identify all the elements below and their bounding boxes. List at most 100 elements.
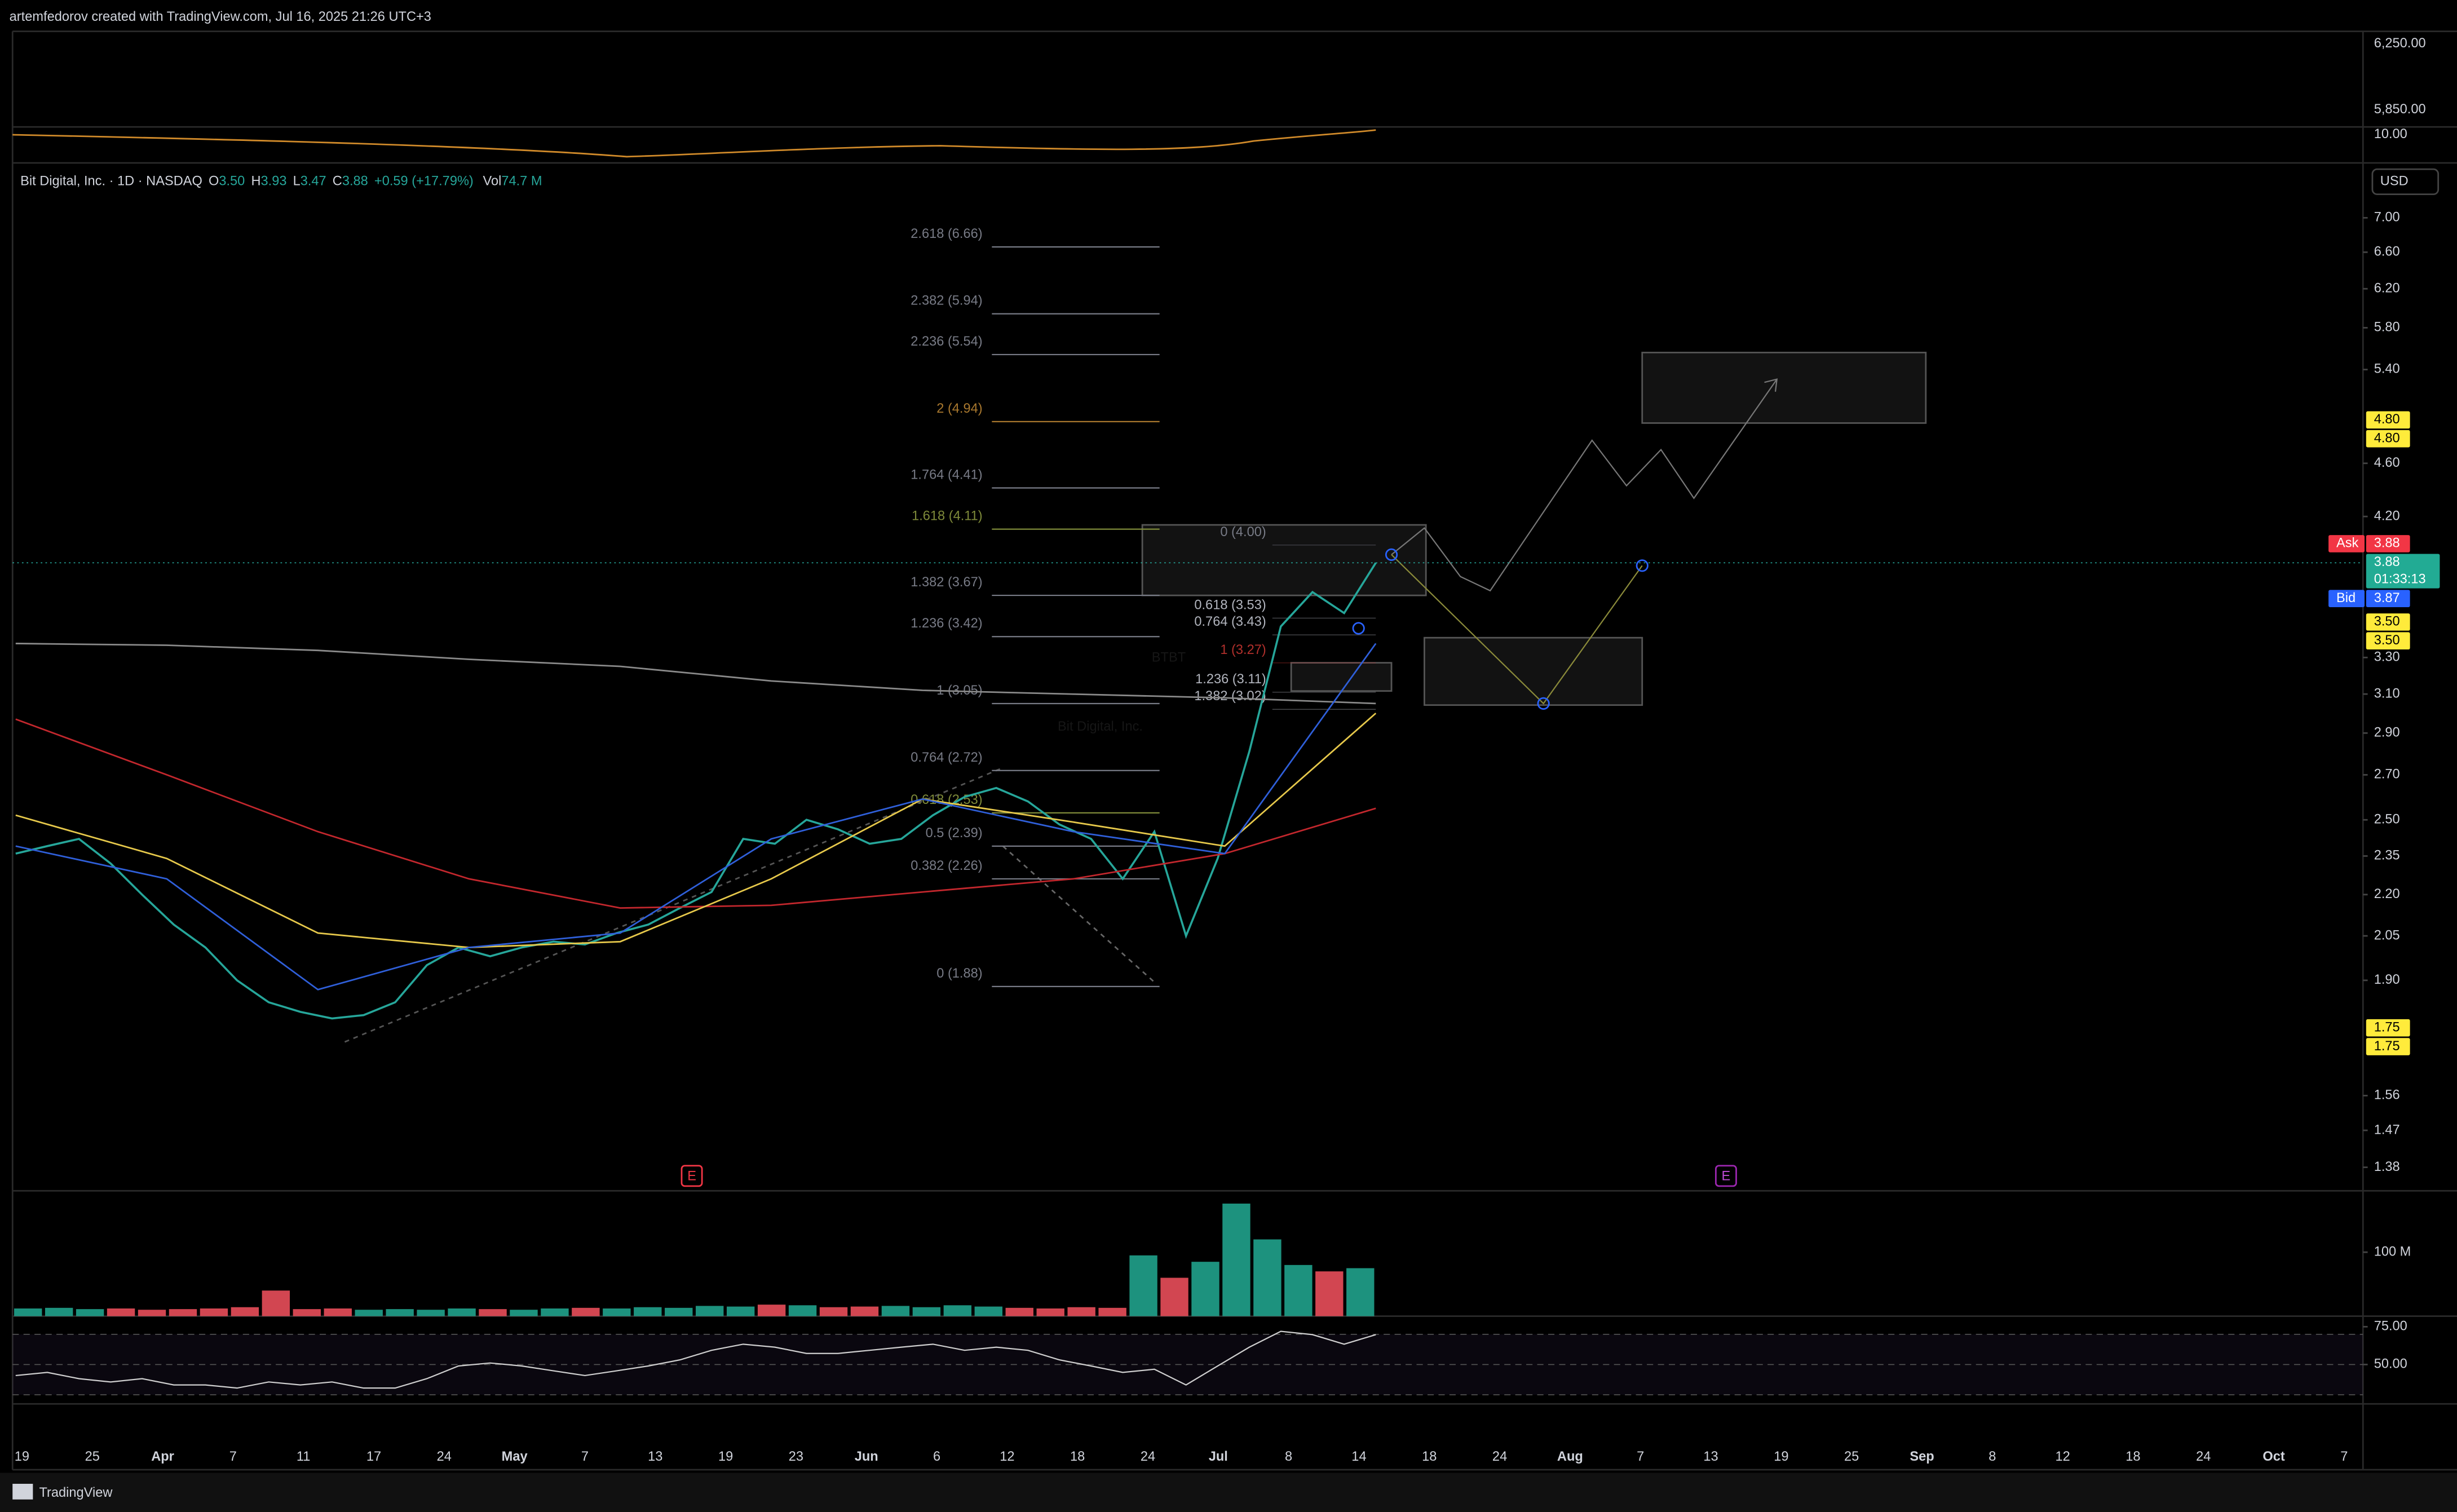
time-tick-label: 7: [2340, 1449, 2348, 1464]
fib-label: 0.764 (2.72): [911, 750, 982, 765]
earnings-label[interactable]: E: [1722, 1169, 1731, 1183]
time-tick-label: 25: [1844, 1449, 1859, 1464]
watermark-ticker: BTBT: [1152, 651, 1186, 665]
countdown: 01:33:13: [2374, 572, 2426, 587]
time-tick-label: 18: [2125, 1449, 2140, 1464]
price-tag-text: 3.50: [2374, 614, 2400, 629]
price-tag: [2366, 590, 2410, 607]
volume-tick-label: 100 M: [2374, 1244, 2411, 1259]
volume-bar: [1346, 1268, 1375, 1316]
price-tick-label: 2.05: [2374, 928, 2400, 943]
price-tick-label: 2.70: [2374, 767, 2400, 782]
time-tick-label: Jun: [855, 1449, 878, 1464]
volume-bar: [510, 1310, 538, 1316]
volume-bar: [1222, 1203, 1250, 1316]
price-tick-label: 2.50: [2374, 812, 2400, 826]
price-tick-label: 5.40: [2374, 362, 2400, 377]
volume-bar: [541, 1308, 569, 1316]
time-tick-label: 12: [2055, 1449, 2070, 1464]
time-tick-label: 13: [1703, 1449, 1718, 1464]
time-tick-label: 11: [297, 1449, 311, 1464]
currency-button[interactable]: [2371, 168, 2440, 196]
volume-bar: [665, 1307, 693, 1316]
fib-label: 2 (4.94): [936, 401, 982, 416]
fib-label: 0.382 (2.26): [911, 859, 982, 873]
price-tick-label: 6.60: [2374, 245, 2400, 259]
fib-label: 0.764 (3.43): [1194, 614, 1266, 629]
time-tick-label: 7: [581, 1449, 589, 1464]
earnings-marker[interactable]: [680, 1165, 703, 1187]
volume-bar: [231, 1307, 259, 1316]
volume-bar: [1067, 1307, 1095, 1316]
volume-bar: [262, 1290, 290, 1316]
time-tick-label: Aug: [1557, 1449, 1583, 1464]
trend-dash: [344, 767, 1004, 1043]
price-tick-label: 5.80: [2374, 320, 2400, 335]
change: +0.59 (+17.79%): [374, 174, 474, 189]
o: 3.50: [219, 174, 245, 189]
brand: TradingView: [39, 1486, 113, 1500]
time-tick-label: 24: [437, 1449, 452, 1464]
volume-bar: [417, 1310, 445, 1316]
price-tag-text: 3.87: [2374, 591, 2400, 605]
volume-bar: [974, 1306, 1003, 1316]
overlay-tick-label: 6,250.00: [2374, 36, 2426, 51]
price-tag-text: 3.88: [2374, 536, 2400, 551]
volume-bar: [603, 1308, 631, 1316]
fib-label: 1.382 (3.02): [1194, 689, 1266, 704]
fib-label: 2.382 (5.94): [911, 294, 982, 308]
earnings-marker[interactable]: [1714, 1165, 1737, 1187]
trend-dash: [1002, 845, 1157, 985]
volume-bar: [169, 1309, 197, 1316]
fib-label: 1 (3.27): [1220, 643, 1266, 657]
volume-bar: [726, 1306, 755, 1316]
footer-bar: [0, 1473, 2457, 1512]
currency[interactable]: USD: [2380, 174, 2409, 189]
legend: Bit Digital, Inc. · 1D · NASDAQ O3.50 H3.9…: [20, 174, 542, 189]
volume-bar: [200, 1308, 228, 1316]
volume-bar: [293, 1309, 321, 1316]
fib-label: 1.764 (4.41): [911, 468, 982, 483]
fib-label: 2.236 (5.54): [911, 334, 982, 349]
volume-bar: [1005, 1307, 1033, 1316]
time-tick-label: 19: [718, 1449, 733, 1464]
volume-bar: [45, 1307, 73, 1316]
volume-bar: [1160, 1277, 1188, 1316]
rsi-tick-label: 50.00: [2374, 1357, 2407, 1372]
time-tick-label: 25: [85, 1449, 100, 1464]
time-tick-label: 19: [1774, 1449, 1788, 1464]
time-tick-label: 24: [2196, 1449, 2211, 1464]
time-tick-label: 23: [789, 1449, 803, 1464]
price-tag: [2366, 430, 2410, 448]
volume-bar: [881, 1306, 910, 1316]
volume-bar: [696, 1306, 724, 1316]
volume-bar: [107, 1308, 135, 1316]
fib-label: 1.236 (3.11): [1195, 672, 1266, 687]
price-tag-label: Ask: [2336, 536, 2359, 551]
price-tick-label: 1.38: [2374, 1160, 2400, 1174]
volume-bar: [386, 1309, 414, 1316]
volume-bar: [850, 1306, 879, 1316]
price-tick-label: 2.35: [2374, 848, 2400, 863]
volume-bar: [355, 1310, 383, 1316]
vol: 74.7 M: [501, 174, 542, 189]
time-tick-label: 18: [1422, 1449, 1437, 1464]
price-tick-label: 2.20: [2374, 887, 2400, 901]
fib-label: 2.618 (6.66): [911, 227, 982, 241]
volume-bar: [324, 1308, 352, 1316]
earnings-label[interactable]: E: [687, 1169, 696, 1183]
price-tag-label: Bid: [2336, 591, 2356, 605]
watermark-name: Bit Digital, Inc.: [1058, 719, 1143, 734]
c: 3.88: [342, 174, 368, 189]
c-key: C: [333, 174, 342, 189]
price-tag-text: 1.75: [2374, 1039, 2400, 1054]
volume-bar: [76, 1309, 104, 1316]
series-close: [15, 562, 1377, 1020]
price-tick-label: 1.56: [2374, 1088, 2400, 1103]
volume-bar: [138, 1310, 166, 1316]
volume-bar: [572, 1307, 600, 1316]
price-tick-label: 7.00: [2374, 210, 2400, 225]
price-tick-label: 4.60: [2374, 456, 2400, 470]
